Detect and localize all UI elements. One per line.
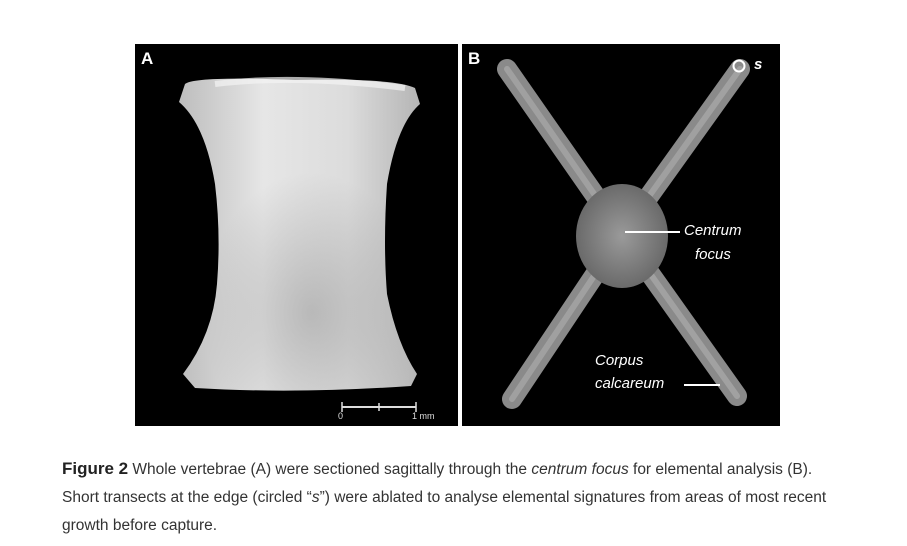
caption-text-2: for elemental analysis (B). Short transe… <box>62 461 813 506</box>
scale-bar <box>341 402 417 412</box>
vertebra-section-image <box>497 59 750 409</box>
vertebra-whole-image <box>179 76 420 412</box>
figure-caption: Figure 2 Whole vertebrae (A) were sectio… <box>62 455 852 540</box>
scale-start-label: 0 <box>338 411 344 421</box>
corpus-label-line1: Corpus <box>595 352 644 369</box>
figure-panel-b: B s Centrum focus Corpus calcareum <box>462 44 780 426</box>
caption-italic-term: centrum focus <box>531 461 629 478</box>
corpus-label-line2: calcareum <box>595 375 665 392</box>
edge-s-label: s <box>754 56 763 73</box>
centrum-label-line1: Centrum <box>684 222 742 239</box>
panel-b-letter: B <box>468 49 481 68</box>
centrum-label-line2: focus <box>695 246 731 263</box>
panel-a-letter: A <box>141 49 154 68</box>
centrum-core <box>576 184 668 288</box>
scale-end-label: 1 mm <box>412 411 435 421</box>
edge-circle-marker <box>732 59 746 73</box>
caption-text-3: ”) were ablated to analyse elemental sig… <box>62 489 827 534</box>
figure-label: Figure 2 <box>62 459 129 478</box>
caption-text-1: Whole vertebrae (A) were sectioned sagit… <box>128 461 532 478</box>
caption-italic-s: s <box>311 489 320 506</box>
figure-panel-a: A 0 1 mm <box>135 44 458 426</box>
